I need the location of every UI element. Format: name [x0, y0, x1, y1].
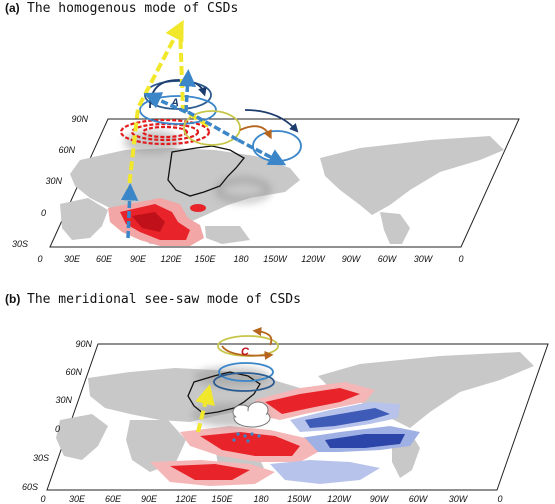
- rain-icon: [232, 430, 261, 443]
- panel-a-lat-tick: 30N: [45, 176, 62, 186]
- panel-b-lon-tick: 180: [253, 494, 268, 504]
- panel-b-lon-ticks: 0 30E 60E 90E 120E 150E 180 150W 120W 90…: [40, 494, 502, 504]
- panel-a: (a) The homogenous mode of CSDs: [5, 1, 520, 264]
- panel-b-lat-tick: 0: [55, 424, 60, 434]
- panel-b-cyclone-letter: C: [241, 346, 250, 358]
- panel-a-lon-tick: 0: [458, 254, 463, 264]
- panel-b-title: The meridional see-saw mode of CSDs: [27, 292, 301, 307]
- panel-b-wave-train: [195, 384, 215, 433]
- panel-b-lat-tick: 30S: [33, 453, 49, 463]
- panel-b-loops: [213, 327, 279, 392]
- panel-b-lon-tick: 0: [40, 494, 45, 504]
- panel-b-lon-tick: 120E: [175, 494, 197, 504]
- panel-b-lon-tick: 120W: [327, 494, 352, 504]
- panel-a-lon-tick: 120E: [160, 254, 182, 264]
- panel-a-lon-tick: 90W: [342, 254, 362, 264]
- panel-a-map: A 90N 60N 30N 0 30S: [12, 19, 520, 264]
- panel-a-lat-ticks: 90N 60N 30N 0 30S: [12, 114, 89, 249]
- panel-a-lon-tick: 60E: [96, 254, 113, 264]
- panel-b-lat-tick: 60N: [65, 367, 82, 377]
- panel-b-lon-tick: 60E: [105, 494, 122, 504]
- panel-b-lat-tick: 60S: [22, 482, 38, 492]
- panel-a-lat-tick: 30S: [12, 239, 28, 249]
- panel-a-lat-tick: 90N: [71, 114, 88, 124]
- panel-b-anomaly-field: [150, 382, 420, 486]
- panel-b-china-outline: [187, 371, 261, 415]
- panel-b-label: (b): [5, 292, 20, 306]
- panel-a-lon-tick: 30W: [414, 254, 434, 264]
- panel-a-lon-tick: 180: [233, 254, 248, 264]
- panel-b-lat-ticks: 90N 60N 30N 0 30S 60S: [22, 339, 93, 492]
- panel-a-lat-tick: 0: [41, 208, 46, 218]
- panel-a-flow-arrows: [120, 69, 287, 239]
- panel-a-lon-tick: 60W: [378, 254, 398, 264]
- panel-b-lon-tick: 150E: [211, 494, 233, 504]
- panel-b-lon-tick: 30W: [449, 494, 469, 504]
- panel-b-lon-tick: 60W: [409, 494, 429, 504]
- panel-a-lon-tick: 90E: [130, 254, 147, 264]
- panel-b-lon-tick: 90W: [370, 494, 390, 504]
- panel-a-title: The homogenous mode of CSDs: [27, 1, 238, 16]
- panel-b: (b) The meridional see-saw mode of CSDs: [5, 292, 549, 504]
- panel-a-label: (a): [5, 1, 20, 15]
- panel-a-anticyclone-letter: A: [170, 97, 179, 109]
- panel-b-map: C 90N 60N: [22, 327, 549, 504]
- panel-b-lon-tick: 150W: [287, 494, 312, 504]
- panel-a-lon-tick: 0: [37, 254, 42, 264]
- panel-a-lon-tick: 120W: [301, 254, 326, 264]
- panel-a-lat-tick: 60N: [58, 145, 75, 155]
- cloud-icon: [232, 401, 271, 428]
- panel-b-lon-tick: 30E: [69, 494, 86, 504]
- panel-a-positive-anomaly: [108, 198, 206, 246]
- panel-a-lon-tick: 150E: [194, 254, 216, 264]
- panel-b-lat-tick: 90N: [75, 339, 92, 349]
- panel-a-lon-ticks: 0 30E 60E 90E 120E 150E 180 150W 120W 90…: [37, 254, 463, 264]
- panel-a-china-outline: [167, 145, 245, 197]
- panel-a-lon-tick: 150W: [263, 254, 288, 264]
- panel-b-lon-tick: 0: [497, 494, 502, 504]
- panel-b-lon-tick: 90E: [141, 494, 158, 504]
- panel-b-lat-tick: 30N: [55, 395, 72, 405]
- panel-a-lon-tick: 30E: [64, 254, 81, 264]
